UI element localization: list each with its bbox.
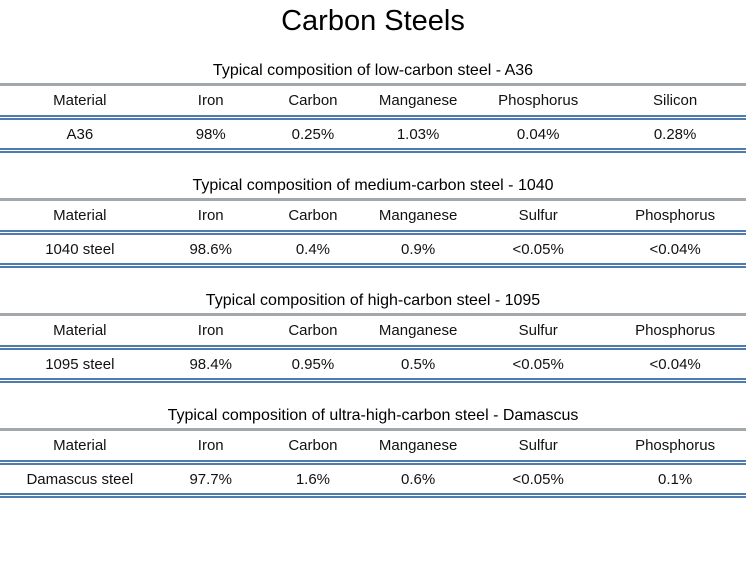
table-caption: Typical composition of medium-carbon ste… (192, 177, 554, 194)
cell-material: 1040 steel (0, 232, 160, 268)
table-row: 1040 steel 98.6% 0.4% 0.9% <0.05% <0.04% (0, 232, 746, 268)
cell-sulfur: <0.05% (472, 462, 605, 498)
column-header-manganese: Manganese (364, 198, 473, 235)
column-header-material: Material (0, 313, 160, 350)
cell-carbon: 0.95% (261, 347, 365, 383)
column-header-sulfur: Sulfur (472, 198, 605, 235)
table-caption: Typical composition of high-carbon steel… (205, 292, 541, 309)
cell-silicon: 0.28% (604, 117, 746, 153)
cell-carbon: 0.25% (261, 117, 365, 153)
table-section-high-carbon-1095: Typical composition of high-carbon steel… (0, 291, 746, 383)
column-header-silicon: Silicon (604, 83, 746, 120)
cell-material: 1095 steel (0, 347, 160, 383)
column-header-material: Material (0, 83, 160, 120)
column-header-manganese: Manganese (364, 313, 473, 350)
table-caption: Typical composition of low-carbon steel … (212, 62, 534, 79)
column-header-phosphorus: Phosphorus (472, 83, 605, 120)
cell-carbon: 1.6% (261, 462, 365, 498)
cell-manganese: 0.6% (364, 462, 473, 498)
table-section-ultra-high-carbon-damascus: Typical composition of ultra-high-carbon… (0, 406, 746, 498)
cell-material: A36 (0, 117, 160, 153)
column-header-iron: Iron (159, 83, 262, 120)
table-section-medium-carbon-1040: Typical composition of medium-carbon ste… (0, 176, 746, 268)
table-row: A36 98% 0.25% 1.03% 0.04% 0.28% (0, 117, 746, 153)
composition-table-damascus: Material Iron Carbon Manganese Sulfur Ph… (0, 428, 746, 498)
cell-manganese: 0.5% (364, 347, 473, 383)
column-header-iron: Iron (159, 428, 262, 465)
header-row: Material Iron Carbon Manganese Sulfur Ph… (0, 198, 746, 235)
cell-iron: 98.4% (159, 347, 262, 383)
header-row: Material Iron Carbon Manganese Sulfur Ph… (0, 313, 746, 350)
table-row: 1095 steel 98.4% 0.95% 0.5% <0.05% <0.04… (0, 347, 746, 383)
column-header-sulfur: Sulfur (472, 313, 605, 350)
cell-phosphorus: <0.04% (604, 232, 746, 268)
column-header-iron: Iron (159, 198, 262, 235)
cell-carbon: 0.4% (261, 232, 365, 268)
composition-table-1040: Material Iron Carbon Manganese Sulfur Ph… (0, 198, 746, 268)
column-header-phosphorus: Phosphorus (604, 313, 746, 350)
column-header-carbon: Carbon (261, 313, 365, 350)
cell-manganese: 0.9% (364, 232, 473, 268)
column-header-iron: Iron (159, 313, 262, 350)
column-header-phosphorus: Phosphorus (604, 428, 746, 465)
cell-iron: 98.6% (159, 232, 262, 268)
cell-phosphorus: <0.04% (604, 347, 746, 383)
column-header-material: Material (0, 198, 160, 235)
column-header-phosphorus: Phosphorus (604, 198, 746, 235)
table-row: Damascus steel 97.7% 1.6% 0.6% <0.05% 0.… (0, 462, 746, 498)
column-header-material: Material (0, 428, 160, 465)
column-header-carbon: Carbon (261, 83, 365, 120)
column-header-manganese: Manganese (364, 83, 473, 120)
table-caption: Typical composition of ultra-high-carbon… (167, 407, 579, 424)
column-header-carbon: Carbon (261, 198, 365, 235)
column-header-carbon: Carbon (261, 428, 365, 465)
header-row: Material Iron Carbon Manganese Phosphoru… (0, 83, 746, 120)
cell-material: Damascus steel (0, 462, 160, 498)
cell-manganese: 1.03% (364, 117, 473, 153)
cell-iron: 98% (159, 117, 262, 153)
composition-table-1095: Material Iron Carbon Manganese Sulfur Ph… (0, 313, 746, 383)
header-row: Material Iron Carbon Manganese Sulfur Ph… (0, 428, 746, 465)
column-header-sulfur: Sulfur (472, 428, 605, 465)
cell-iron: 97.7% (159, 462, 262, 498)
composition-table-a36: Material Iron Carbon Manganese Phosphoru… (0, 83, 746, 153)
cell-phosphorus: 0.04% (472, 117, 605, 153)
cell-sulfur: <0.05% (472, 347, 605, 383)
page-title: Carbon Steels (281, 5, 465, 37)
cell-phosphorus: 0.1% (604, 462, 746, 498)
cell-sulfur: <0.05% (472, 232, 605, 268)
column-header-manganese: Manganese (364, 428, 473, 465)
table-section-low-carbon-a36: Typical composition of low-carbon steel … (0, 61, 746, 153)
